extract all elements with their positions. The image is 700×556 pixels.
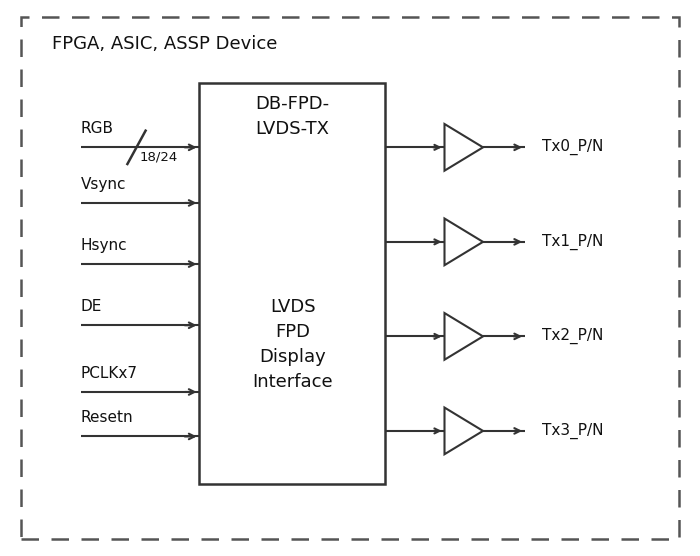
Text: Resetn: Resetn bbox=[80, 410, 133, 425]
Text: LVDS
FPD
Display
Interface: LVDS FPD Display Interface bbox=[252, 298, 333, 391]
Bar bbox=[199, 83, 385, 484]
Polygon shape bbox=[444, 124, 483, 171]
Text: Vsync: Vsync bbox=[80, 177, 126, 192]
Text: Tx2_P/N: Tx2_P/N bbox=[542, 328, 604, 345]
Polygon shape bbox=[444, 219, 483, 265]
Text: DB-FPD-
LVDS-TX: DB-FPD- LVDS-TX bbox=[256, 95, 330, 138]
Text: PCLKx7: PCLKx7 bbox=[80, 366, 137, 381]
Text: DE: DE bbox=[80, 299, 102, 314]
Polygon shape bbox=[444, 408, 483, 454]
Text: Tx1_P/N: Tx1_P/N bbox=[542, 234, 604, 250]
Text: RGB: RGB bbox=[80, 121, 113, 136]
Text: FPGA, ASIC, ASSP Device: FPGA, ASIC, ASSP Device bbox=[52, 35, 278, 53]
Text: Tx3_P/N: Tx3_P/N bbox=[542, 423, 604, 439]
Text: 18/24: 18/24 bbox=[140, 150, 178, 163]
Text: Hsync: Hsync bbox=[80, 238, 127, 253]
Text: Tx0_P/N: Tx0_P/N bbox=[542, 139, 604, 156]
Polygon shape bbox=[444, 313, 483, 360]
